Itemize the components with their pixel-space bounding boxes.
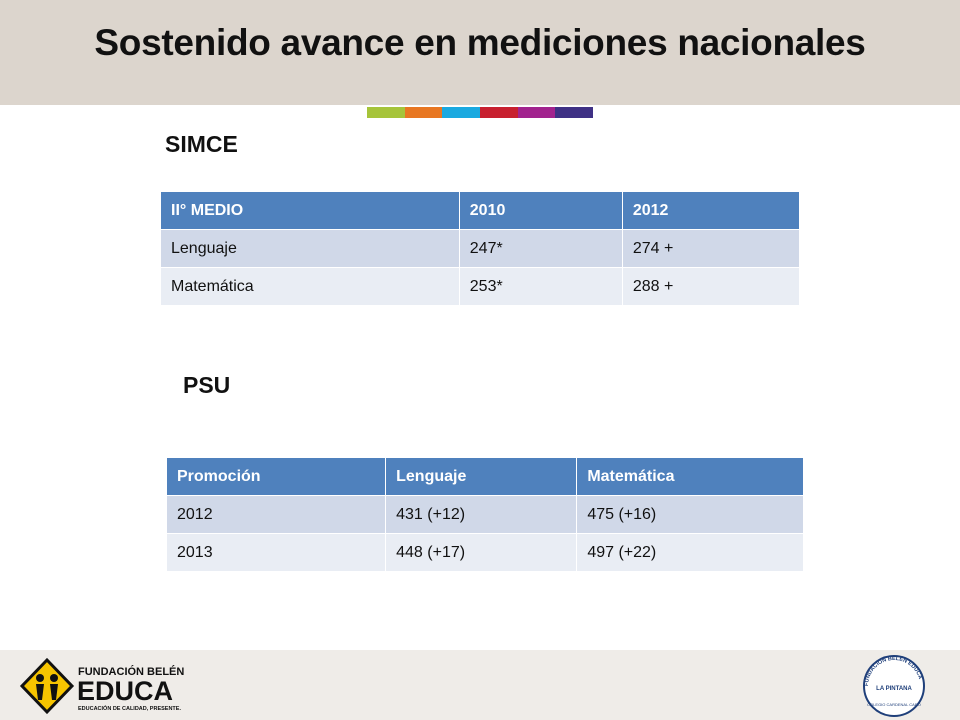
- strip-purple: [555, 107, 594, 118]
- header-row: II° MEDIO 2010 2012: [160, 191, 801, 230]
- school-seal: [863, 655, 925, 717]
- footer-logos: FUNDACIÓN BELÉN EDUCA EDUCACIÓN DE CALID…: [19, 655, 925, 717]
- header-cell: Lenguaje: [385, 457, 578, 496]
- header-cell: 2010: [458, 191, 623, 230]
- logo-figure: [50, 674, 58, 682]
- table-cell: 288 +: [621, 267, 801, 306]
- header-cell: 2012: [621, 191, 801, 230]
- section-heading: PSU: [183, 372, 231, 398]
- results-table: Promoción Lenguaje Matemática 2012 431 (+12)…: [165, 457, 804, 572]
- table-cell: 253*: [458, 267, 623, 306]
- table-cell: 497 (+22): [576, 533, 804, 572]
- table-cell: 431 (+12): [385, 495, 578, 534]
- strip-cyan: [442, 107, 481, 118]
- table-cell: Matemática: [160, 267, 460, 306]
- table-cell: 274 +: [621, 229, 801, 268]
- strip-magenta: [517, 107, 556, 118]
- seal-text: COLEGIO CARDENAL CARO: [867, 702, 921, 707]
- table-cell: 2012: [165, 495, 387, 534]
- table-cell: 475 (+16): [576, 495, 804, 534]
- strip-red: [480, 107, 518, 118]
- header-cell: Matemática: [576, 457, 804, 496]
- table-cell: Lenguaje: [160, 229, 460, 268]
- table-row: 2012 431 (+12) 475 (+16): [165, 495, 804, 534]
- table-row: 2013 448 (+17) 497 (+22): [165, 533, 804, 572]
- table-cell: 247*: [458, 229, 623, 268]
- logo-figure: [36, 684, 58, 700]
- logo-diamond: [19, 657, 75, 715]
- table-row: Lenguaje 247* 274 +: [160, 229, 801, 268]
- table-cell: 448 (+17): [385, 533, 578, 572]
- header-row: Promoción Lenguaje Matemática: [165, 457, 804, 496]
- header-cell: II° MEDIO: [160, 191, 460, 230]
- results-table: II° MEDIO 2010 2012 Lenguaje 247* 274 + Matemá…: [160, 191, 801, 306]
- strip-orange: [404, 107, 443, 118]
- logo-figure: [36, 674, 44, 682]
- slide-title: Sostenido avance en mediciones nacionale…: [94, 22, 866, 63]
- logo-text: EDUCA: [77, 676, 173, 706]
- seal-text: LA PINTANA: [876, 686, 912, 692]
- color-strip: [367, 107, 594, 118]
- logo-text: FUNDACIÓN BELÉN: [78, 665, 184, 678]
- table-row: Matemática 253* 288 +: [160, 267, 801, 306]
- header-band: [0, 0, 960, 105]
- section-heading: SIMCE: [165, 131, 238, 157]
- header-cell: Promoción: [165, 457, 387, 496]
- footer-band: [0, 650, 960, 720]
- table-cell: 2013: [165, 533, 387, 572]
- strip-green: [367, 107, 405, 118]
- logo-tagline: EDUCACIÓN DE CALIDAD, PRESENTE.: [78, 704, 181, 712]
